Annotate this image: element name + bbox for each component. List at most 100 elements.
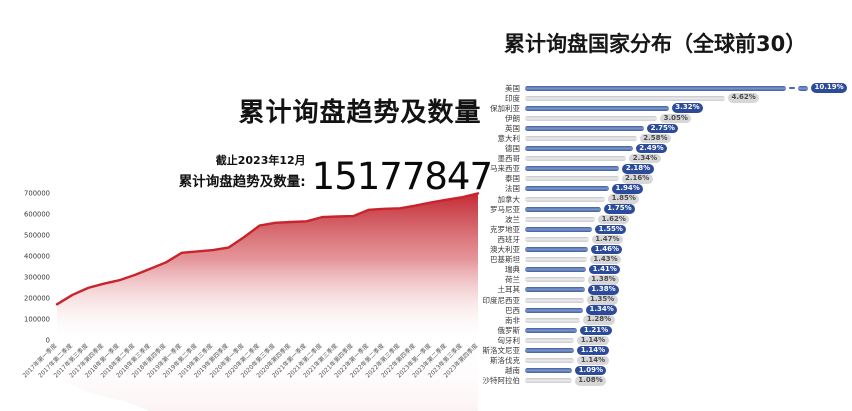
country-bar (525, 358, 575, 364)
country-value-badge: 1.14% (577, 335, 609, 346)
y-axis-tick-label: 700000 (24, 189, 50, 197)
country-label: 巴西 (505, 305, 520, 315)
country-value-badge: 2.16% (621, 174, 653, 184)
country-label: 伊朗 (505, 113, 520, 123)
country-row: 美国 10.19% (452, 83, 852, 93)
country-value-badge: 1.08% (574, 376, 607, 386)
total-inquiries-value: 15177847 (311, 154, 493, 198)
country-bar (525, 307, 583, 313)
country-value-badge: 1.55% (595, 224, 627, 235)
country-row: 罗马尼亚 1.75% (452, 204, 852, 214)
country-value-badge: 1.62% (598, 214, 630, 225)
country-label: 印度 (505, 93, 520, 103)
country-row: 俄罗斯 1.21% (452, 325, 852, 336)
country-label: 保加利亚 (490, 103, 520, 113)
y-axis-tick-label: 300000 (24, 273, 50, 281)
as-of-date: 截止2023年12月 (215, 154, 306, 167)
country-value-badge: 2.49% (635, 143, 668, 154)
country-bar (525, 186, 609, 192)
country-row: 匈牙利 1.14% (452, 335, 852, 346)
country-row: 西班牙 1.47% (452, 234, 852, 245)
country-bar (525, 247, 589, 253)
y-axis-tick-label: 200000 (24, 294, 50, 302)
country-row: 法国 1.94% (452, 184, 852, 194)
country-bar (525, 317, 581, 323)
country-bar (525, 297, 584, 303)
country-bar (525, 368, 573, 374)
country-label: 巴基斯坦 (490, 255, 520, 265)
y-axis-tick-label: 100000 (24, 315, 50, 323)
country-label: 波兰 (505, 214, 520, 224)
country-row: 土耳其 1.38% (452, 285, 852, 295)
country-bar-break-segment (798, 85, 808, 91)
country-label: 土耳其 (497, 285, 521, 295)
country-bar (525, 347, 575, 353)
y-axis-tick-label: 400000 (24, 252, 50, 260)
country-label: 马来西亚 (490, 164, 520, 174)
country-value-badge: 1.38% (587, 285, 620, 295)
country-value-badge: 3.05% (660, 113, 692, 124)
country-bar (525, 277, 585, 283)
country-bar (525, 105, 669, 111)
country-row: 沙特阿拉伯 1.08% (452, 376, 852, 386)
country-value-badge: 1.28% (583, 315, 615, 325)
country-row: 印度 4.62% (452, 93, 852, 103)
country-value-badge: 1.46% (591, 244, 623, 255)
country-bar (525, 166, 620, 172)
trend-line (55, 192, 480, 306)
country-label: 德国 (505, 144, 520, 154)
trend-area-reflection (57, 340, 478, 411)
country-row: 加拿大 1.85% (452, 194, 852, 204)
trend-area-fill (57, 193, 478, 340)
country-bar (525, 176, 619, 182)
country-value-badge: 1.14% (577, 355, 609, 366)
country-row: 德国 2.49% (452, 143, 852, 154)
country-label: 瑞典 (505, 265, 520, 275)
country-value-badge: 2.58% (639, 133, 671, 144)
country-row: 意大利 2.58% (452, 133, 852, 144)
country-value-badge: 1.47% (591, 234, 623, 245)
country-row: 荷兰 1.38% (452, 275, 852, 285)
country-bar (525, 136, 637, 142)
country-value-badge: 1.43% (589, 254, 622, 265)
country-label: 泰国 (505, 174, 520, 184)
trend-area-chart: 0 100000 200000 300000 400000 500000 600000 700… (21, 189, 480, 411)
country-bar (525, 85, 786, 91)
y-axis-tick-label: 0 (46, 336, 50, 344)
country-row: 泰国 2.16% (452, 174, 852, 184)
country-value-badge: 1.85% (608, 194, 640, 204)
country-value-badge: 1.35% (586, 295, 618, 305)
y-axis-tick-label: 600000 (24, 210, 50, 218)
country-row: 斯洛文尼亚 1.14% (452, 345, 852, 356)
country-bar (525, 125, 645, 131)
country-label: 罗马尼亚 (490, 204, 520, 214)
country-label: 俄罗斯 (497, 325, 521, 335)
country-value-badge: 1.75% (603, 204, 636, 214)
country-bar-chart: 美国 10.19% 印度 4.62% 保加利亚 3.32% 伊朗 3.05% 英国 2.75% 意大… (452, 83, 852, 386)
country-row: 伊朗 3.05% (452, 113, 852, 124)
trend-chart-title: 累计询盘趋势及数量 (238, 98, 482, 128)
country-bar (525, 196, 606, 202)
country-label: 克罗地亚 (490, 224, 520, 234)
country-label: 斯洛文尼亚 (482, 345, 521, 355)
country-bar (525, 156, 627, 162)
country-value-badge: 1.09% (575, 365, 607, 376)
country-chart-title: 累计询盘国家分布（全球前30） (504, 32, 807, 56)
country-bar (525, 287, 585, 293)
country-bar (525, 327, 578, 333)
country-bar (525, 206, 601, 212)
country-row: 巴西 1.34% (452, 305, 852, 315)
country-row: 英国 2.75% (452, 123, 852, 134)
country-row: 瑞典 1.41% (452, 264, 852, 275)
country-label: 南非 (505, 315, 520, 325)
country-value-badge: 1.94% (612, 184, 644, 194)
country-row: 澳大利亚 1.46% (452, 244, 852, 255)
country-row: 波兰 1.62% (452, 214, 852, 225)
country-label: 斯洛伐克 (490, 356, 520, 366)
country-bar (525, 267, 587, 273)
country-label: 美国 (505, 83, 520, 93)
country-label: 越南 (505, 366, 520, 376)
country-label: 英国 (505, 123, 520, 133)
country-value-badge: 1.34% (586, 305, 618, 315)
total-inquiries-stat: 截止2023年12月 累计询盘趋势及数量: 15177847 (140, 152, 493, 198)
